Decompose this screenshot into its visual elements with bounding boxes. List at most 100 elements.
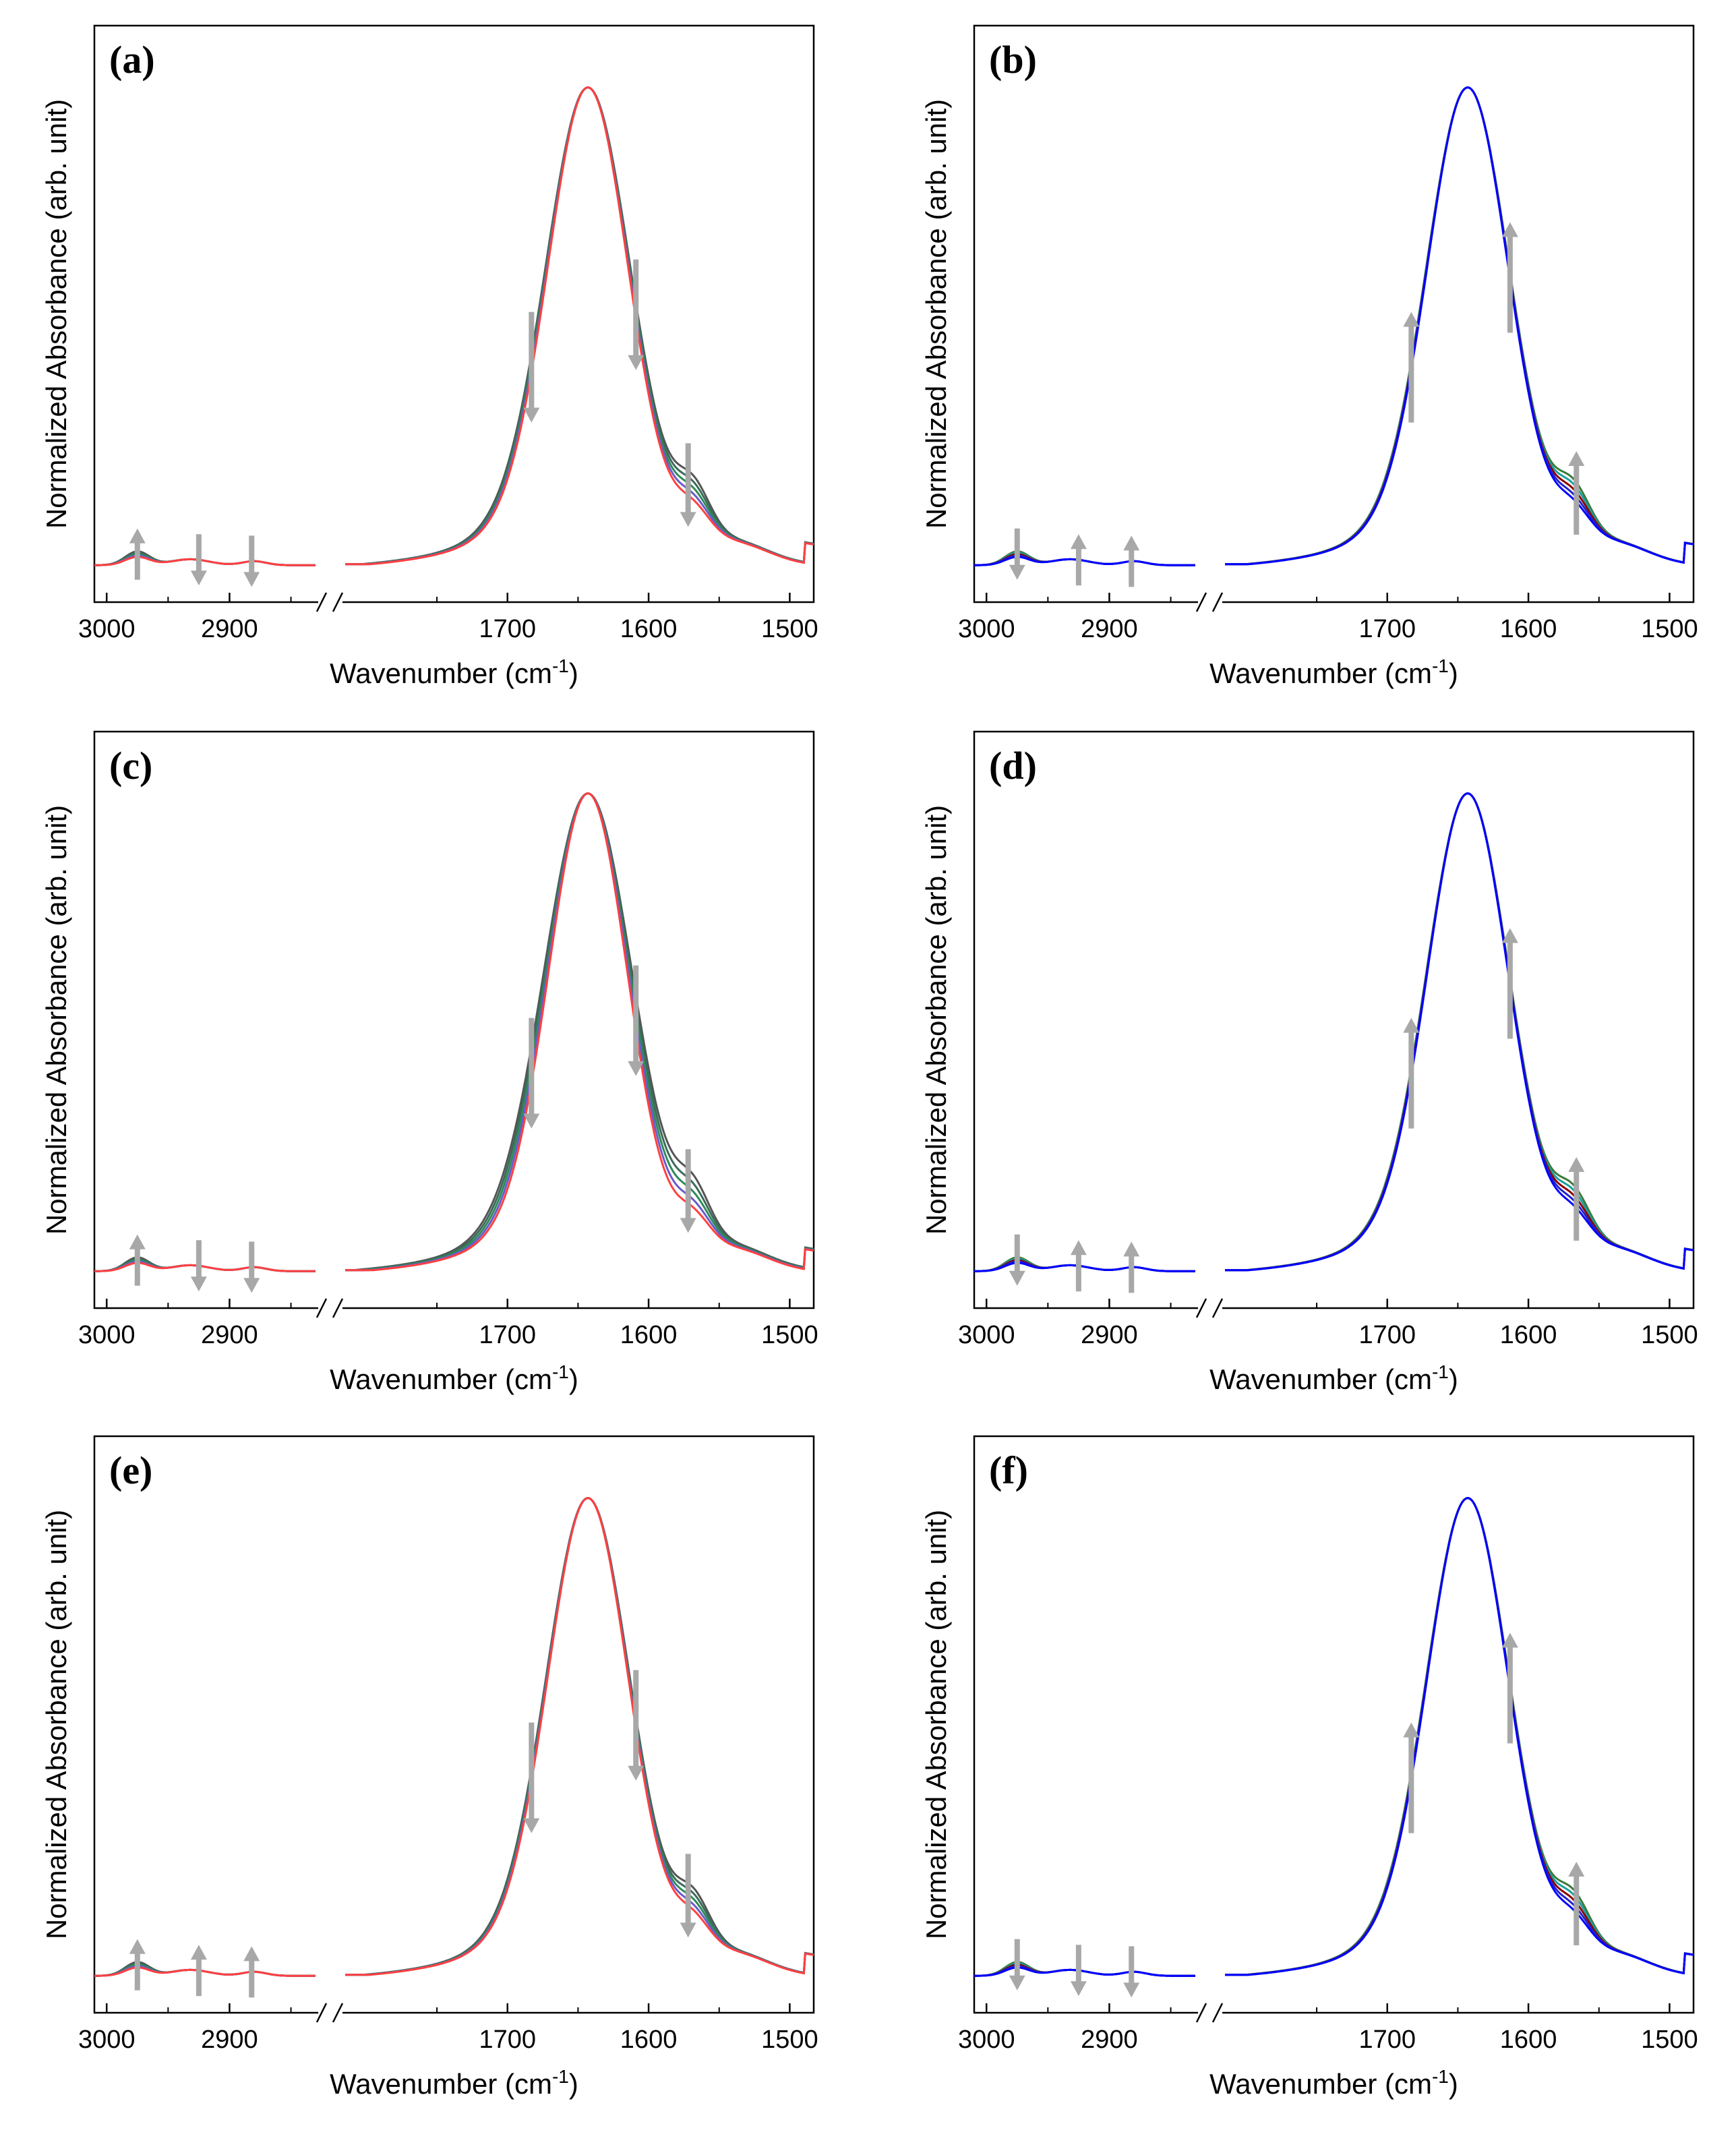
arrow-head — [680, 1922, 696, 1938]
arrow-head — [523, 1113, 540, 1129]
arrow-head — [628, 1765, 645, 1781]
plot-frame — [93, 24, 815, 603]
spectrum-line-amide — [345, 792, 814, 1272]
spectrum-line-amide — [345, 792, 814, 1272]
spectrum-line-amide — [1225, 792, 1694, 1272]
x-tick-label: 2900 — [1081, 1321, 1138, 1349]
plot-frame — [973, 24, 1695, 603]
arrow-head — [243, 1946, 260, 1962]
trend-arrow-down-2 — [1070, 1945, 1087, 1997]
arrow-head — [1070, 534, 1087, 550]
spectrum-series-3 — [94, 86, 814, 566]
arrow-head — [680, 1218, 696, 1233]
x-tick-label: 1600 — [1500, 615, 1557, 643]
trend-arrow-down-4 — [523, 312, 540, 423]
trend-arrow-down-6 — [680, 443, 696, 527]
x-tick-label: 3000 — [78, 2026, 136, 2054]
spectrum-line-amide — [1225, 86, 1694, 566]
x-tick-label: 3000 — [958, 615, 1015, 643]
panel-label: (d) — [989, 744, 1037, 788]
spectrum-line-ch — [94, 1966, 316, 1977]
trend-arrow-down-1 — [1009, 1939, 1025, 1990]
axis-break-slash-2 — [1211, 2003, 1224, 2023]
chart-panel-5: 3000 2900 1700 1600 1500 Wavenumber (cm-1) Nor… — [40, 1435, 818, 2100]
axis-break-slash-1 — [1195, 592, 1207, 612]
spectrum-line-amide — [1225, 792, 1694, 1272]
x-axis-label: Wavenumber (cm-1) — [1209, 655, 1458, 689]
chart-panel-6: 3000 2900 1700 1600 1500 Wavenumber (cm-1) Nor… — [920, 1435, 1698, 2100]
x-axis-label-main: Wavenumber (cm — [330, 657, 552, 689]
arrow-head — [1009, 564, 1025, 580]
spectrum-series-5 — [94, 1497, 814, 1977]
arrow-head — [1501, 928, 1518, 943]
x-axis-label-end: ) — [1449, 657, 1458, 689]
spectrum-line-amide — [1225, 792, 1694, 1272]
trend-arrow-down-2 — [190, 1240, 207, 1292]
trend-arrow-up-2 — [1070, 1240, 1087, 1292]
spectrum-series-1 — [974, 792, 1694, 1272]
x-tick-label: 1500 — [761, 615, 818, 643]
x-axis-label-sup: -1 — [1432, 1361, 1449, 1382]
arrow-head — [129, 528, 146, 543]
arrow-head — [1009, 1270, 1025, 1286]
spectrum-line-amide — [1225, 1497, 1694, 1976]
spectrum-line-amide — [345, 1497, 814, 1976]
arrow-head — [1403, 312, 1420, 327]
spectrum-line-amide — [1225, 1497, 1694, 1976]
x-axis-label-main: Wavenumber (cm — [330, 2068, 552, 2100]
x-tick-label: 1500 — [1641, 615, 1698, 643]
x-axis-label-sup: -1 — [552, 2066, 569, 2087]
trend-arrow-up-5 — [1501, 1632, 1518, 1744]
trend-arrow-up-6 — [1568, 1157, 1585, 1241]
trend-arrow-up-2 — [190, 1945, 207, 1997]
y-axis-label: Normalized Absorbance (arb. unit) — [40, 1510, 72, 1939]
axis-break-mark — [1195, 1298, 1224, 1318]
x-tick-label: 1700 — [479, 1321, 536, 1349]
x-tick-label: 1500 — [1641, 2026, 1698, 2054]
spectrum-line-amide — [345, 86, 814, 566]
x-tick-label: 1600 — [1500, 1321, 1557, 1349]
arrow-head — [1568, 451, 1585, 467]
arrow-head — [129, 1234, 146, 1249]
axis-break-slash-2 — [1211, 1298, 1224, 1318]
spectrum-line-amide — [1225, 86, 1694, 566]
spectrum-series-5 — [974, 792, 1694, 1272]
x-axis-label-main: Wavenumber (cm — [330, 1363, 552, 1395]
x-axis-label-end: ) — [1449, 2068, 1458, 2100]
spectrum-line-amide — [345, 1497, 814, 1976]
x-axis-label-main: Wavenumber (cm — [1209, 657, 1432, 689]
arrow-head — [523, 407, 540, 423]
spectrum-line-amide — [1225, 1497, 1694, 1976]
plot-frame — [973, 1435, 1695, 2014]
x-tick-label: 3000 — [78, 615, 136, 643]
arrow-head — [1070, 1240, 1087, 1256]
spectrum-line-ch — [94, 556, 316, 566]
spectrum-series-5 — [94, 792, 814, 1272]
x-tick-label: 3000 — [958, 2026, 1015, 2054]
y-axis-label: Normalized Absorbance (arb. unit) — [920, 99, 952, 529]
trend-arrow-up-6 — [1568, 1862, 1585, 1946]
spectrum-line-amide — [345, 1497, 814, 1976]
trend-arrow-down-6 — [680, 1854, 696, 1938]
spectrum-line-ch — [974, 556, 1195, 566]
spectrum-line-ch — [974, 1262, 1195, 1272]
x-tick-label: 1600 — [620, 615, 678, 643]
trend-arrow-up-4 — [1403, 1722, 1420, 1833]
axis-break-slash-2 — [332, 592, 344, 612]
trend-arrow-up-4 — [1403, 312, 1420, 423]
spectrum-series-5 — [974, 86, 1694, 566]
x-tick-label: 1700 — [1358, 1321, 1416, 1349]
arrow-head — [680, 512, 696, 527]
spectrum-line-amide — [1225, 86, 1694, 566]
x-axis-label: Wavenumber (cm-1) — [330, 655, 578, 689]
spectrum-series-2 — [974, 792, 1694, 1272]
x-tick-label: 1700 — [479, 615, 536, 643]
axis-break-slash-1 — [1195, 1298, 1207, 1318]
spectrum-series-1 — [94, 1497, 814, 1977]
spectrum-series-2 — [94, 1497, 814, 1977]
x-axis-label-main: Wavenumber (cm — [1209, 1363, 1432, 1395]
arrow-head — [628, 1061, 645, 1076]
spectrum-series-5 — [974, 1497, 1694, 1977]
arrow-head — [190, 570, 207, 586]
arrow-head — [628, 355, 645, 370]
